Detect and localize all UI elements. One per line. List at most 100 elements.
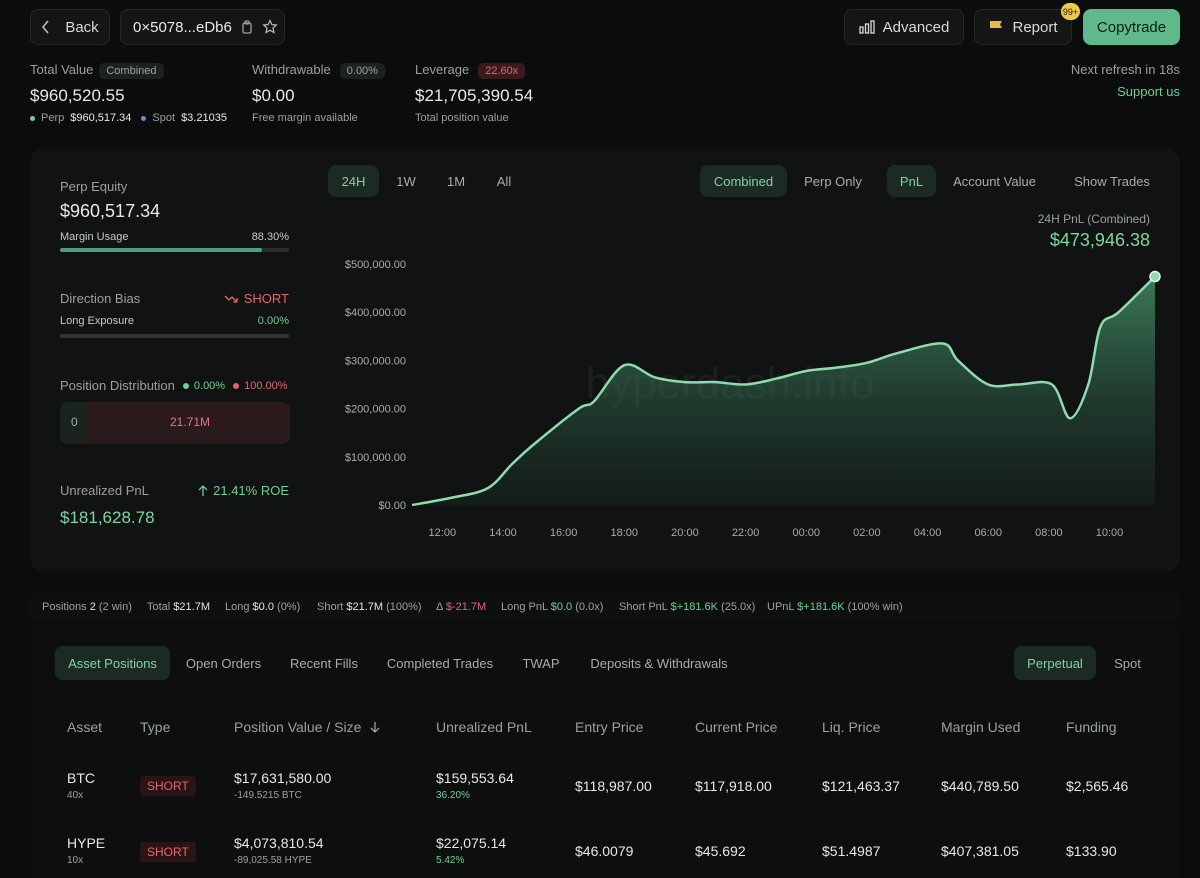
report-button[interactable]: Report xyxy=(974,9,1072,45)
entry-price: $118,987.00 xyxy=(575,778,652,794)
stat-value: $0.0 xyxy=(550,601,573,613)
x-tick-label: 20:00 xyxy=(671,527,699,539)
perp-value: $960,517.34 xyxy=(70,112,132,124)
unrealized-pnl: $22,075.14 xyxy=(436,835,507,851)
y-axis: $500,000.00 $400,000.00 $300,000.00 $200,00… xyxy=(345,259,406,512)
x-axis: 12:00 14:00 16:00 18:00 20:00 22:00 00:00 02:00… xyxy=(429,527,1124,539)
tab-spot[interactable]: Spot xyxy=(1114,655,1141,671)
pnl-area xyxy=(412,276,1155,505)
x-tick-label: 22:00 xyxy=(732,527,760,539)
tab-all[interactable]: All xyxy=(496,173,512,189)
upnl-roe: 21.41% ROE xyxy=(198,483,289,498)
y-tick-label: $100,000.00 xyxy=(345,452,406,464)
stat-extra: (0%) xyxy=(277,601,301,613)
back-button[interactable]: Back xyxy=(30,9,110,45)
tab-recent-fills[interactable]: Recent Fills xyxy=(290,655,358,671)
report-label: Report xyxy=(1012,18,1058,36)
stat-label: Δ xyxy=(436,601,443,613)
upnl-roe-value: 21.41% ROE xyxy=(213,483,289,498)
x-tick-label: 14:00 xyxy=(489,527,517,539)
total-value-breakdown: Perp $960,517.34 Spot $3.21035 xyxy=(30,112,227,124)
tab-asset-positions[interactable]: Asset Positions xyxy=(55,646,170,680)
dist-long-value: 0 xyxy=(71,415,78,429)
y-tick-label: $500,000.00 xyxy=(345,259,406,271)
col-liq-price[interactable]: Liq. Price xyxy=(822,719,881,735)
perp-dot xyxy=(30,115,35,121)
spot-value: $3.21035 xyxy=(181,112,227,124)
tab-perpetual[interactable]: Perpetual xyxy=(1014,646,1096,680)
asset-name: HYPE xyxy=(67,835,106,851)
stat-label: Total xyxy=(147,601,171,613)
col-margin-used[interactable]: Margin Used xyxy=(941,719,1021,735)
tab-1w[interactable]: 1W xyxy=(396,173,416,189)
address-chip[interactable]: 0×5078...eDb6 xyxy=(120,9,285,45)
tab-deposits-withdrawals[interactable]: Deposits & Withdrawals xyxy=(590,655,728,671)
current-price: $117,918.00 xyxy=(695,778,772,794)
back-label: Back xyxy=(65,18,99,36)
support-link[interactable]: Support us xyxy=(1117,84,1180,99)
type-badge: SHORT xyxy=(140,842,196,862)
flag-icon xyxy=(990,21,1003,33)
position-value: $17,631,580.00 xyxy=(234,770,332,786)
direction-bias-value: SHORT xyxy=(243,291,289,306)
upnl-value: $181,628.78 xyxy=(60,508,155,527)
tab-combined[interactable]: Combined xyxy=(700,165,787,197)
col-unrealized-pnl[interactable]: Unrealized PnL xyxy=(436,719,532,735)
sort-desc-icon[interactable] xyxy=(370,721,380,733)
col-position-value-label: Position Value / Size xyxy=(234,719,362,735)
leverage-label: Leverage xyxy=(415,62,470,77)
stat-value: $-21.7M xyxy=(445,601,487,613)
tab-twap[interactable]: TWAP xyxy=(522,655,560,671)
upnl-label: Unrealized PnL xyxy=(60,483,149,498)
advanced-button[interactable]: Advanced xyxy=(844,9,964,45)
col-type[interactable]: Type xyxy=(140,719,171,735)
copy-icon[interactable] xyxy=(241,20,253,34)
positions-panel xyxy=(30,624,1180,878)
col-current-price[interactable]: Current Price xyxy=(695,719,778,735)
tab-1m[interactable]: 1M xyxy=(446,173,466,189)
stat-extra: (25.0x) xyxy=(721,601,756,613)
unrealized-pnl-pct: 36.20% xyxy=(436,790,470,801)
margin-used: $440,789.50 xyxy=(941,778,1019,794)
x-tick-label: 16:00 xyxy=(550,527,578,539)
total-value-label: Total Value xyxy=(30,62,94,77)
margin-usage-label: Margin Usage xyxy=(60,231,129,243)
col-asset[interactable]: Asset xyxy=(67,719,103,735)
copytrade-button[interactable]: Copytrade xyxy=(1083,9,1180,45)
current-price: $45.692 xyxy=(695,843,746,859)
advanced-label: Advanced xyxy=(882,18,950,36)
stat-long: Long $0.0 (0%) xyxy=(225,601,300,613)
liq-price: $121,463.37 xyxy=(822,778,900,794)
stat-total: Total $21.7M xyxy=(147,601,210,613)
col-position-value[interactable]: Position Value / Size xyxy=(234,719,380,735)
tab-perp-only[interactable]: Perp Only xyxy=(804,173,862,189)
stat-extra: (100% win) xyxy=(847,601,903,613)
tab-completed-trades[interactable]: Completed Trades xyxy=(386,655,494,671)
stat-label: Long xyxy=(225,601,250,613)
show-trades-toggle[interactable]: Show Trades xyxy=(1074,173,1150,189)
stat-label: UPnL xyxy=(767,601,795,613)
stat-value: $21.7M xyxy=(346,601,384,613)
y-tick-label: $200,000.00 xyxy=(345,404,406,416)
tab-open-orders[interactable]: Open Orders xyxy=(185,655,262,671)
margin-usage-fill xyxy=(60,248,263,252)
col-funding[interactable]: Funding xyxy=(1066,719,1117,735)
refresh-timer: Next refresh in 18s xyxy=(1070,62,1180,77)
wallet-address: 0×5078...eDb6 xyxy=(133,18,232,36)
withdrawable-header: Withdrawable 0.00% xyxy=(252,62,385,79)
tab-pnl[interactable]: PnL xyxy=(887,165,936,197)
funding: $133.90 xyxy=(1066,843,1117,859)
distribution-bar: 0 21.71M xyxy=(60,402,290,444)
stat-upnl: UPnL $+181.6K (100% win) xyxy=(767,601,903,613)
tab-24h[interactable]: 24H xyxy=(328,165,379,197)
margin-usage-bar xyxy=(60,248,289,252)
trending-down-icon xyxy=(224,295,238,303)
tab-account-value[interactable]: Account Value xyxy=(953,173,1036,189)
position-value: $4,073,810.54 xyxy=(234,835,324,851)
perp-label: Perp xyxy=(41,112,65,124)
asset-leverage: 40x xyxy=(67,790,84,801)
col-entry-price[interactable]: Entry Price xyxy=(575,719,644,735)
x-tick-label: 08:00 xyxy=(1035,527,1063,539)
star-icon[interactable] xyxy=(262,19,278,35)
asset-name: BTC xyxy=(67,770,95,786)
